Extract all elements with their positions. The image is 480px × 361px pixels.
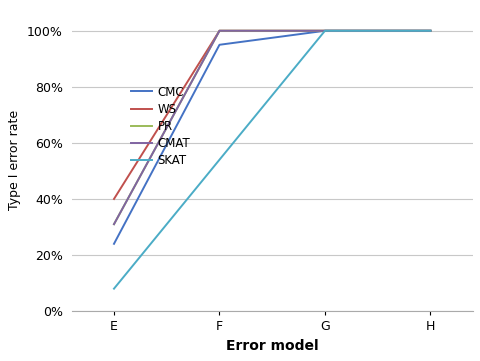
CMAT — [427, 29, 432, 33]
PR — [427, 29, 432, 33]
Line: WS: WS — [114, 31, 430, 199]
SKAT — [427, 29, 432, 33]
CMC — [427, 29, 432, 33]
Line: CMC: CMC — [114, 31, 430, 244]
CMAT — [216, 29, 222, 33]
CMC — [322, 29, 327, 33]
SKAT — [111, 287, 117, 291]
SKAT — [322, 29, 327, 33]
PR — [111, 222, 117, 226]
WS — [427, 29, 432, 33]
Y-axis label: Type I error rate: Type I error rate — [8, 110, 21, 210]
X-axis label: Error model: Error model — [226, 339, 318, 353]
Line: CMAT: CMAT — [114, 31, 430, 224]
WS — [216, 29, 222, 33]
Line: PR: PR — [114, 31, 430, 224]
CMAT — [322, 29, 327, 33]
Line: SKAT: SKAT — [114, 31, 430, 289]
CMC — [111, 242, 117, 246]
PR — [216, 29, 222, 33]
PR — [322, 29, 327, 33]
CMAT — [111, 222, 117, 226]
CMC — [216, 43, 222, 47]
WS — [111, 197, 117, 201]
Legend: CMC, WS, PR, CMAT, SKAT: CMC, WS, PR, CMAT, SKAT — [126, 81, 195, 172]
WS — [322, 29, 327, 33]
